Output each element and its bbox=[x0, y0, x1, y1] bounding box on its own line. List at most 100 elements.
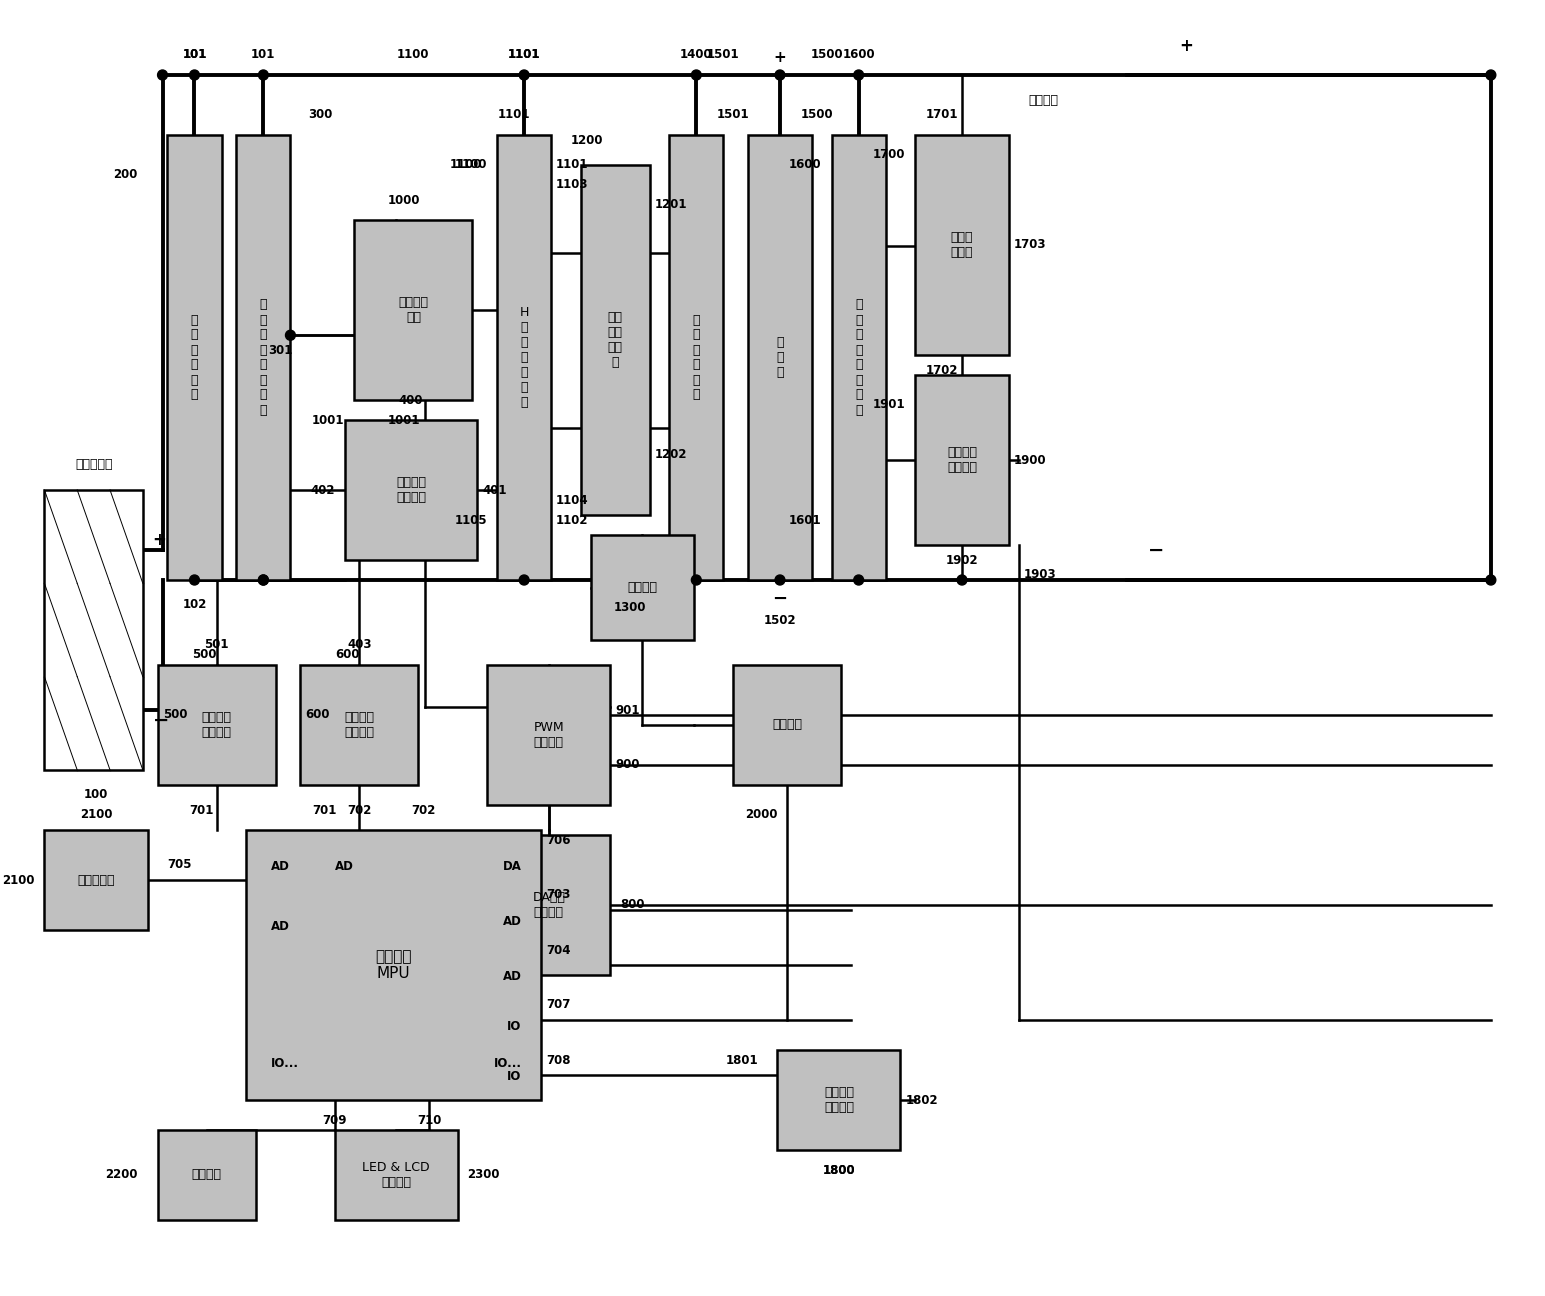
Text: 蓄
电
池: 蓄 电 池 bbox=[776, 336, 783, 378]
Text: 温度传感器: 温度传感器 bbox=[77, 874, 114, 886]
Text: IO: IO bbox=[507, 1070, 522, 1083]
FancyBboxPatch shape bbox=[158, 1130, 256, 1220]
Text: 301: 301 bbox=[269, 343, 292, 356]
Text: DA: DA bbox=[502, 861, 522, 874]
Circle shape bbox=[854, 575, 864, 584]
Text: 1500: 1500 bbox=[811, 48, 844, 61]
Text: −: − bbox=[153, 710, 168, 730]
Text: 1105: 1105 bbox=[454, 513, 487, 526]
Text: 1103: 1103 bbox=[556, 179, 589, 192]
FancyBboxPatch shape bbox=[167, 135, 221, 581]
Text: 702: 702 bbox=[348, 804, 371, 816]
Text: 706: 706 bbox=[547, 833, 570, 846]
FancyBboxPatch shape bbox=[487, 835, 610, 975]
FancyBboxPatch shape bbox=[300, 665, 419, 785]
Text: 710: 710 bbox=[417, 1113, 442, 1126]
Text: 708: 708 bbox=[547, 1054, 570, 1067]
Circle shape bbox=[692, 70, 701, 80]
Text: 第二隔离
放大电路: 第二隔离 放大电路 bbox=[345, 712, 374, 739]
Text: 702: 702 bbox=[411, 804, 436, 816]
FancyBboxPatch shape bbox=[748, 135, 813, 581]
Circle shape bbox=[776, 575, 785, 584]
Text: +: + bbox=[1179, 38, 1193, 54]
Text: 1100: 1100 bbox=[397, 48, 430, 61]
Text: 1700: 1700 bbox=[873, 149, 905, 162]
Text: 1200: 1200 bbox=[570, 133, 604, 146]
Text: 2300: 2300 bbox=[468, 1169, 501, 1182]
Circle shape bbox=[258, 70, 269, 80]
FancyBboxPatch shape bbox=[915, 135, 1009, 355]
Text: 第二电流
检测电路: 第二电流 检测电路 bbox=[947, 446, 976, 474]
FancyBboxPatch shape bbox=[345, 420, 477, 560]
Text: 1903: 1903 bbox=[1023, 569, 1057, 582]
Text: 2200: 2200 bbox=[105, 1169, 138, 1182]
Text: 电源电路: 电源电路 bbox=[772, 718, 802, 731]
Text: 2100: 2100 bbox=[2, 874, 34, 886]
FancyBboxPatch shape bbox=[354, 220, 473, 400]
Text: 高频
开关
变压
器: 高频 开关 变压 器 bbox=[607, 311, 623, 369]
Text: 1702: 1702 bbox=[925, 363, 958, 377]
Text: 1101: 1101 bbox=[508, 48, 541, 61]
Text: IO: IO bbox=[507, 1020, 522, 1033]
Text: 第
二
电
压
采
样
电
路: 第 二 电 压 采 样 电 路 bbox=[854, 298, 862, 416]
Text: 1400: 1400 bbox=[680, 48, 712, 61]
FancyBboxPatch shape bbox=[669, 135, 723, 581]
Text: AD: AD bbox=[502, 969, 522, 982]
Text: 401: 401 bbox=[482, 483, 507, 496]
Circle shape bbox=[258, 575, 269, 584]
Text: 403: 403 bbox=[348, 639, 371, 652]
Circle shape bbox=[258, 575, 269, 584]
Text: 1101: 1101 bbox=[556, 158, 589, 171]
Text: DA信号
放大电路: DA信号 放大电路 bbox=[533, 892, 565, 919]
Text: 200: 200 bbox=[113, 168, 138, 181]
Text: 500: 500 bbox=[162, 709, 187, 722]
Text: 整
流
滤
波
单
元: 整 流 滤 波 单 元 bbox=[692, 314, 700, 402]
Text: 负载开
关电路: 负载开 关电路 bbox=[950, 231, 973, 259]
Text: 1601: 1601 bbox=[789, 513, 822, 526]
Text: 701: 701 bbox=[312, 804, 337, 816]
Text: +: + bbox=[774, 51, 786, 65]
Text: 1902: 1902 bbox=[946, 553, 978, 566]
Text: 1104: 1104 bbox=[556, 494, 589, 507]
Circle shape bbox=[956, 575, 967, 584]
Text: 1100: 1100 bbox=[454, 158, 487, 171]
Text: 1500: 1500 bbox=[800, 109, 833, 122]
Text: 709: 709 bbox=[323, 1113, 348, 1126]
Text: 600: 600 bbox=[335, 648, 360, 661]
Text: −: − bbox=[772, 590, 788, 608]
Text: 501: 501 bbox=[204, 639, 229, 652]
Text: 101: 101 bbox=[252, 48, 275, 61]
Text: H
桥
开
关
管
单
元: H 桥 开 关 管 单 元 bbox=[519, 306, 528, 410]
FancyBboxPatch shape bbox=[45, 490, 142, 770]
FancyBboxPatch shape bbox=[777, 1050, 901, 1150]
Text: AD: AD bbox=[270, 861, 289, 874]
Text: +: + bbox=[153, 531, 167, 550]
Text: 1600: 1600 bbox=[842, 48, 874, 61]
Circle shape bbox=[190, 575, 199, 584]
FancyBboxPatch shape bbox=[734, 665, 842, 785]
Circle shape bbox=[1486, 575, 1496, 584]
FancyBboxPatch shape bbox=[246, 829, 541, 1100]
Circle shape bbox=[519, 575, 528, 584]
Text: 1101: 1101 bbox=[497, 109, 530, 122]
Text: AD: AD bbox=[502, 915, 522, 928]
Circle shape bbox=[190, 70, 199, 80]
Text: 2100: 2100 bbox=[80, 809, 113, 822]
Text: 101: 101 bbox=[182, 48, 207, 61]
Text: 1802: 1802 bbox=[905, 1094, 938, 1107]
FancyBboxPatch shape bbox=[581, 165, 649, 515]
FancyBboxPatch shape bbox=[236, 135, 290, 581]
FancyBboxPatch shape bbox=[45, 829, 148, 931]
Text: 900: 900 bbox=[615, 758, 640, 771]
Text: 1201: 1201 bbox=[655, 198, 688, 211]
FancyBboxPatch shape bbox=[158, 665, 275, 785]
Text: 1502: 1502 bbox=[763, 613, 796, 626]
FancyBboxPatch shape bbox=[915, 375, 1009, 546]
FancyBboxPatch shape bbox=[487, 665, 610, 805]
Text: 1000: 1000 bbox=[388, 193, 420, 206]
Text: 1001: 1001 bbox=[388, 413, 420, 426]
Text: 600: 600 bbox=[306, 709, 329, 722]
Text: 1600: 1600 bbox=[789, 158, 822, 171]
Text: 第
一
电
压
采
样
电
路: 第 一 电 压 采 样 电 路 bbox=[260, 298, 267, 416]
Circle shape bbox=[158, 70, 167, 80]
